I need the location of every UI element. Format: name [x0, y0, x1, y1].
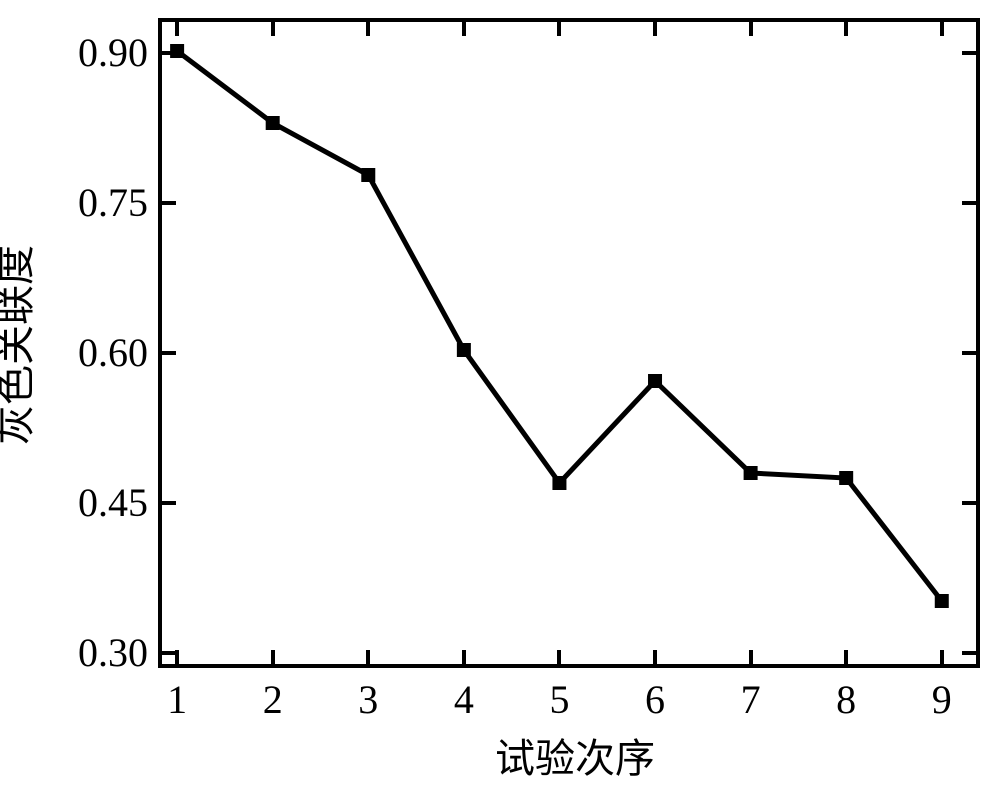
data-marker	[170, 44, 184, 58]
data-marker	[266, 116, 280, 130]
data-marker	[935, 594, 949, 608]
data-marker	[361, 168, 375, 182]
data-line	[177, 51, 942, 601]
data-marker	[552, 476, 566, 490]
line-chart-svg	[0, 0, 1000, 785]
data-marker	[648, 374, 662, 388]
data-marker	[744, 466, 758, 480]
data-marker	[457, 343, 471, 357]
chart-container: 灰色关联度 试验次序 0.300.450.600.750.90 12345678…	[0, 0, 1000, 785]
data-marker	[839, 471, 853, 485]
